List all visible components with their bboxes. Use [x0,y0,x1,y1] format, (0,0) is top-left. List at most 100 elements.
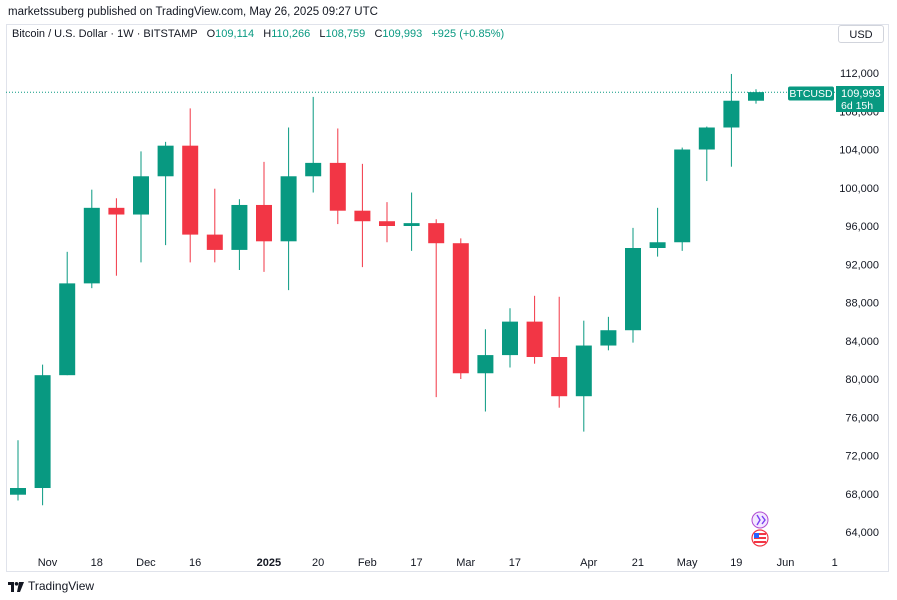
sparkle-icon[interactable] [751,511,769,529]
candle-body [600,330,617,346]
candle[interactable] [59,251,76,376]
candle[interactable] [133,151,149,263]
candle[interactable] [600,316,617,351]
candle[interactable] [256,161,272,272]
candle-body [329,162,346,211]
candle[interactable] [83,189,100,289]
low-label: L [319,28,326,40]
tradingview-mark-icon [8,581,24,592]
candle[interactable] [329,128,346,225]
x-tick-label: 20 [312,557,324,569]
candle-body [698,127,715,150]
candle[interactable] [231,199,248,270]
y-tick-label: 76,000 [845,412,879,424]
x-tick-label: 2025 [257,557,281,569]
close-value: 109,993 [382,28,423,40]
candle-body [256,204,272,242]
chart-frame [6,24,889,572]
candle-body [305,162,322,177]
high-label: H [263,28,272,40]
x-tick-label: Apr [580,557,597,569]
candle[interactable] [748,89,764,104]
candle[interactable] [206,188,223,263]
symbol-label[interactable]: Bitcoin / U.S. Dollar · 1W · BITSTAMP [12,28,198,40]
candle[interactable] [157,141,174,246]
candle[interactable] [10,440,26,501]
low-value: 108,759 [325,28,366,40]
tradingview-wordmark: TradingView [28,579,95,593]
candle[interactable] [477,329,494,412]
symbol-badge-bg [788,86,834,101]
us-flag-icon[interactable] [751,529,769,547]
x-tick-label: 17 [410,557,422,569]
candle-body [452,243,469,374]
candle-body [34,375,51,489]
candle[interactable] [182,108,199,263]
y-tick-label: 100,000 [839,183,879,195]
candle[interactable] [354,163,371,268]
x-tick-label: Dec [136,557,156,569]
candle[interactable] [551,296,568,408]
x-tick-label: 1 [832,557,838,569]
price-badge: BTCUSD 109,993 6d 15h [788,86,884,112]
candle-body [354,210,371,222]
candle[interactable] [34,364,51,506]
y-tick-label: 88,000 [845,298,879,310]
y-tick-label: 84,000 [845,336,879,348]
candle-body [551,357,568,397]
open-label: O [206,28,216,40]
time-axis[interactable]: Nov 18 Dec 16 2025 20 Feb 17 Mar 17 Apr 21 May 19 Jun 1 [38,557,838,569]
candle-body [231,204,248,250]
y-tick-label: 104,000 [839,145,879,157]
candle[interactable] [625,227,641,343]
x-tick-label: 19 [730,557,742,569]
x-tick-label: May [677,557,698,569]
candle[interactable] [575,320,592,432]
y-tick-label: 112,000 [840,68,879,80]
candle-body [108,207,125,215]
candle[interactable] [379,202,395,243]
candle[interactable] [452,238,469,379]
symbol-badge-label: BTCUSD [789,88,833,100]
candle-body [477,355,494,374]
event-icons[interactable] [751,511,769,547]
candle[interactable] [428,219,445,398]
candle-body [502,321,518,356]
change-value: +925 (+0.85%) [431,28,505,40]
candle-body [575,345,592,397]
candle-body [379,221,395,226]
candle[interactable] [280,127,297,291]
candle-body [428,223,445,244]
candle[interactable] [403,192,420,251]
candle-body [59,283,76,376]
candles [10,73,764,506]
candle-body [10,488,26,495]
candle[interactable] [698,126,715,182]
y-tick-label: 72,000 [845,451,879,463]
currency-button[interactable]: USD [838,25,884,43]
candle[interactable] [723,73,740,167]
price-axis[interactable]: 64,000 68,000 72,000 76,000 80,000 84,000 88,0… [839,68,879,539]
candle-body [723,100,740,128]
x-tick-label: Mar [456,557,475,569]
candle-body [206,234,223,250]
candle-body [280,176,297,242]
candle[interactable] [649,207,666,257]
candle-body [625,247,641,331]
candle-body [674,149,691,243]
candle-body [182,145,199,235]
x-tick-label: 18 [91,557,103,569]
open-value: 109,114 [215,28,255,40]
last-price-label: 109,993 [841,88,881,100]
candle-body [748,92,764,101]
candle[interactable] [674,147,691,251]
candle-body [157,145,174,177]
candle[interactable] [108,198,125,276]
candle[interactable] [305,96,322,193]
candle[interactable] [502,308,518,368]
countdown-label: 6d 15h [841,100,873,112]
candle[interactable] [526,295,543,364]
x-tick-label: 16 [189,557,201,569]
x-tick-label: Nov [38,557,58,569]
